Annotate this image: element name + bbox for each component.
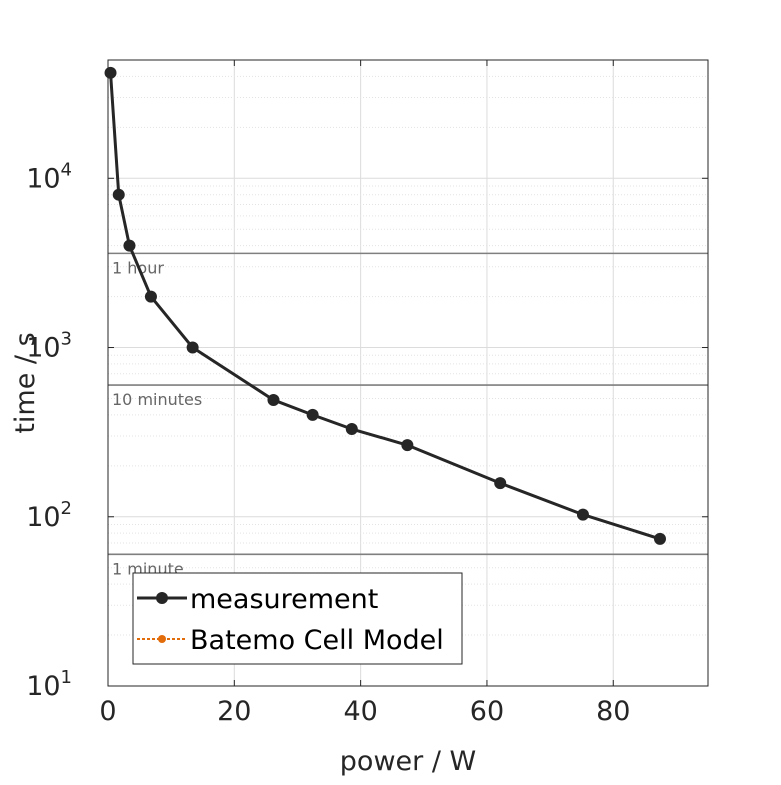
x-tick-label: 80 [596,696,630,727]
legend-entry-label: measurement [190,584,378,615]
y-tick-label: 101 [26,667,72,702]
data-point [104,66,117,79]
x-tick-label: 20 [217,696,251,727]
series-line-measurement [109,72,661,541]
y-tick-label: 104 [26,159,72,194]
data-point [345,423,358,436]
plot-frame [107,59,709,687]
x-tick-label: 60 [470,696,504,727]
ticks-layer: 0 20 40 60 80 101 102 103 104 [26,60,708,727]
x-axis-label: power / W [340,746,476,777]
data-point [494,477,507,490]
data-point [144,290,157,303]
data-point [112,188,125,201]
data-point [306,408,319,421]
data-point [186,341,199,354]
y-tick-label: 102 [26,498,72,533]
x-tick-label: 0 [99,696,116,727]
legend-box [132,572,463,665]
data-point [267,393,280,406]
series-layer [104,66,666,545]
legend-entry-label: Batemo Cell Model [190,625,444,656]
y-tick-label: 103 [26,329,72,364]
data-point [123,239,136,252]
legend-swatch-marker [156,592,168,604]
reference-line-label: 10 minutes [112,390,202,409]
data-point [401,439,414,452]
legend: measurement Batemo Cell Model [132,572,463,665]
data-point [654,532,666,545]
legend-swatch-marker [158,635,166,643]
y-axis-label: time / s [10,332,41,433]
data-point [576,508,589,521]
x-tick-label: 40 [343,696,377,727]
